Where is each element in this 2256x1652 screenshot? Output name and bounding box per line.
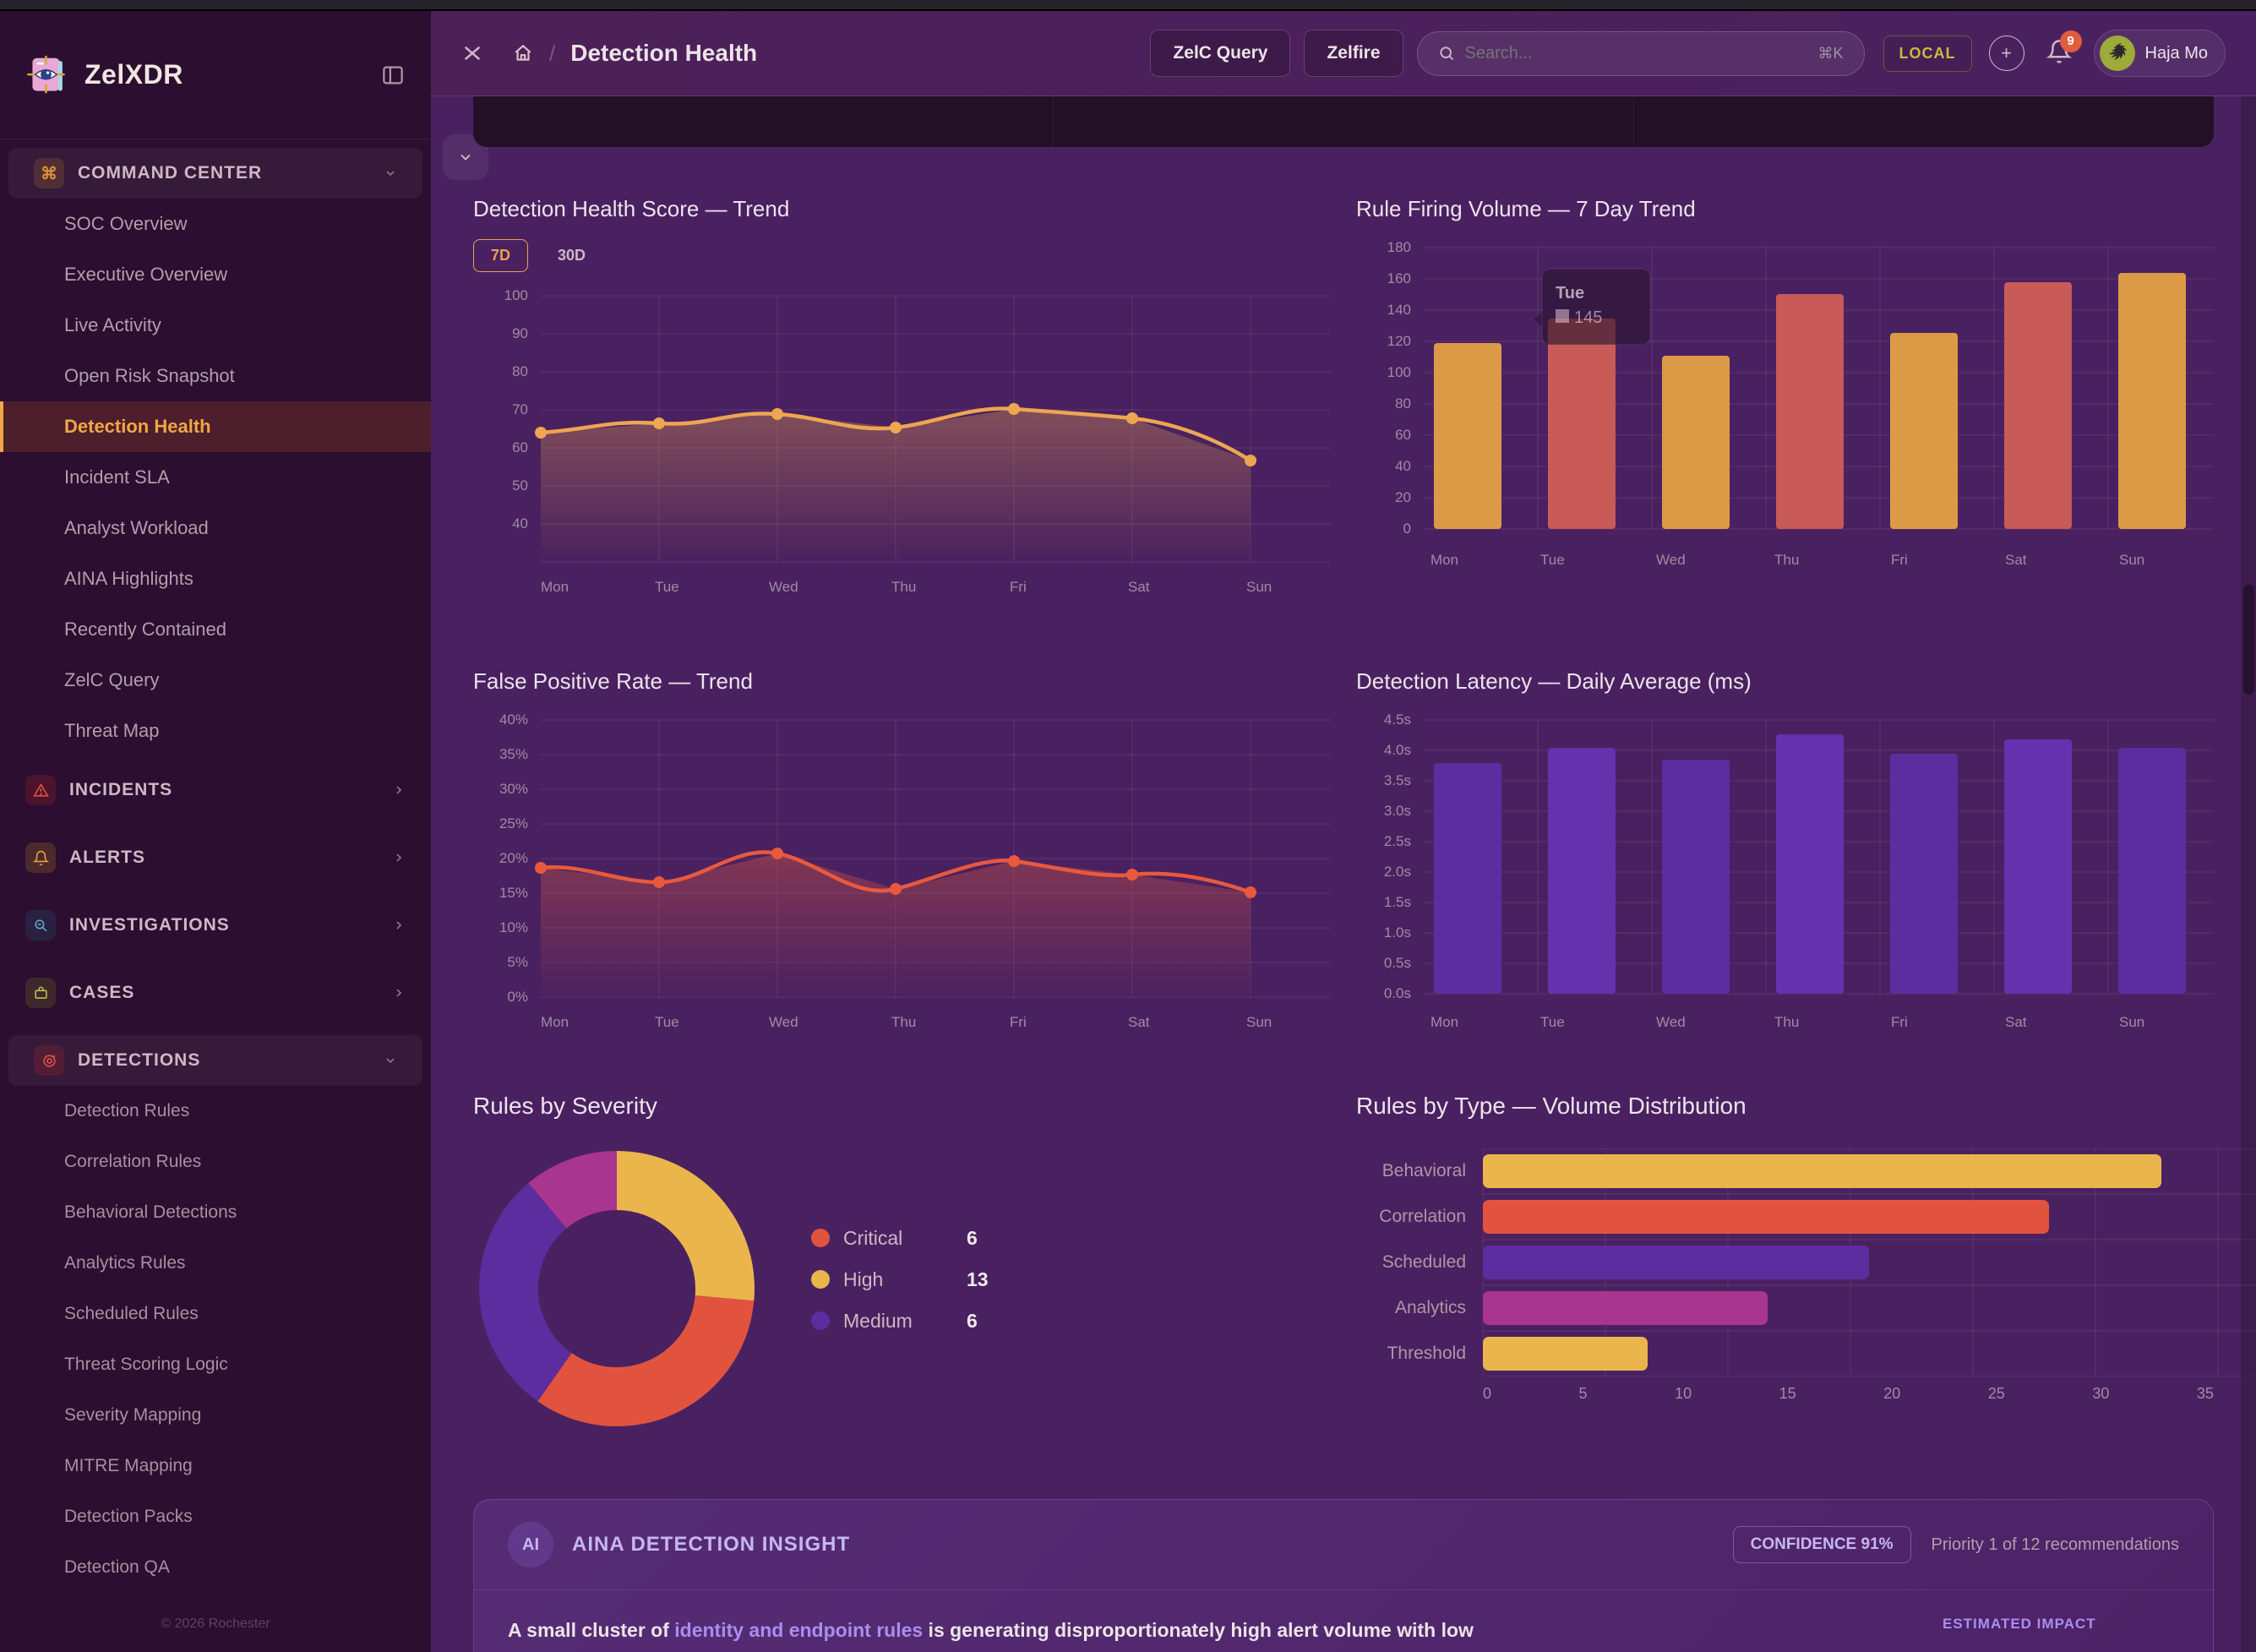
svg-text:Mon: Mon (541, 1014, 569, 1030)
svg-text:160: 160 (1387, 270, 1411, 286)
svg-text:15%: 15% (499, 885, 528, 901)
svg-text:60: 60 (512, 439, 528, 455)
svg-text:3.5s: 3.5s (1384, 772, 1411, 788)
svg-text:Fri: Fri (1010, 1014, 1027, 1030)
svg-text:40: 40 (512, 515, 528, 532)
svg-text:2.0s: 2.0s (1384, 864, 1411, 880)
svg-text:100: 100 (504, 287, 528, 303)
svg-text:1.0s: 1.0s (1384, 924, 1411, 940)
svg-text:Wed: Wed (769, 1014, 798, 1030)
svg-text:Thu: Thu (891, 1014, 916, 1030)
svg-text:Sat: Sat (1128, 1014, 1150, 1030)
svg-text:40: 40 (1395, 458, 1411, 474)
svg-text:30%: 30% (499, 781, 528, 797)
svg-text:Sat: Sat (2005, 1014, 2027, 1030)
svg-text:Mon: Mon (1430, 1014, 1458, 1030)
svg-text:Tue: Tue (655, 579, 679, 595)
svg-text:20: 20 (1395, 489, 1411, 505)
svg-text:Thu: Thu (891, 579, 916, 595)
svg-text:100: 100 (1387, 364, 1411, 380)
svg-text:4.0s: 4.0s (1384, 742, 1411, 758)
svg-text:4.5s: 4.5s (1384, 712, 1411, 728)
svg-text:Tue: Tue (1540, 552, 1565, 568)
svg-text:Tue: Tue (1556, 284, 1584, 303)
svg-text:Sun: Sun (2119, 552, 2144, 568)
svg-text:20%: 20% (499, 850, 528, 866)
svg-text:40%: 40% (499, 712, 528, 728)
svg-text:0.5s: 0.5s (1384, 955, 1411, 971)
svg-text:80: 80 (1395, 395, 1411, 412)
svg-text:Thu: Thu (1774, 1014, 1799, 1030)
svg-text:70: 70 (512, 401, 528, 417)
svg-text:Fri: Fri (1891, 552, 1908, 568)
svg-text:0%: 0% (507, 989, 528, 1005)
svg-text:Sat: Sat (2005, 552, 2027, 568)
svg-text:Tue: Tue (1540, 1014, 1565, 1030)
svg-text:60: 60 (1395, 427, 1411, 443)
svg-text:35%: 35% (499, 746, 528, 762)
svg-text:Fri: Fri (1891, 1014, 1908, 1030)
svg-text:140: 140 (1387, 302, 1411, 318)
svg-text:5%: 5% (507, 954, 528, 970)
svg-text:Wed: Wed (769, 579, 798, 595)
svg-text:2.5s: 2.5s (1384, 833, 1411, 849)
svg-text:Tue: Tue (655, 1014, 679, 1030)
svg-text:80: 80 (512, 363, 528, 379)
svg-text:0: 0 (1403, 521, 1411, 537)
svg-text:Sun: Sun (1246, 1014, 1272, 1030)
svg-text:Fri: Fri (1010, 579, 1027, 595)
svg-text:Sun: Sun (2119, 1014, 2144, 1030)
svg-text:120: 120 (1387, 333, 1411, 349)
svg-text:Thu: Thu (1774, 552, 1799, 568)
svg-text:Mon: Mon (1430, 552, 1458, 568)
svg-text:1.5s: 1.5s (1384, 894, 1411, 910)
svg-text:Wed: Wed (1656, 1014, 1686, 1030)
svg-text:Mon: Mon (541, 579, 569, 595)
svg-text:3.0s: 3.0s (1384, 803, 1411, 819)
svg-text:Sat: Sat (1128, 579, 1150, 595)
svg-text:10%: 10% (499, 919, 528, 935)
svg-text:90: 90 (512, 325, 528, 341)
svg-text:0.0s: 0.0s (1384, 985, 1411, 1001)
svg-text:Sun: Sun (1246, 579, 1272, 595)
svg-text:25%: 25% (499, 815, 528, 831)
svg-text:180: 180 (1387, 239, 1411, 255)
svg-text:Wed: Wed (1656, 552, 1686, 568)
svg-text:50: 50 (512, 477, 528, 493)
svg-text:145: 145 (1574, 308, 1602, 327)
